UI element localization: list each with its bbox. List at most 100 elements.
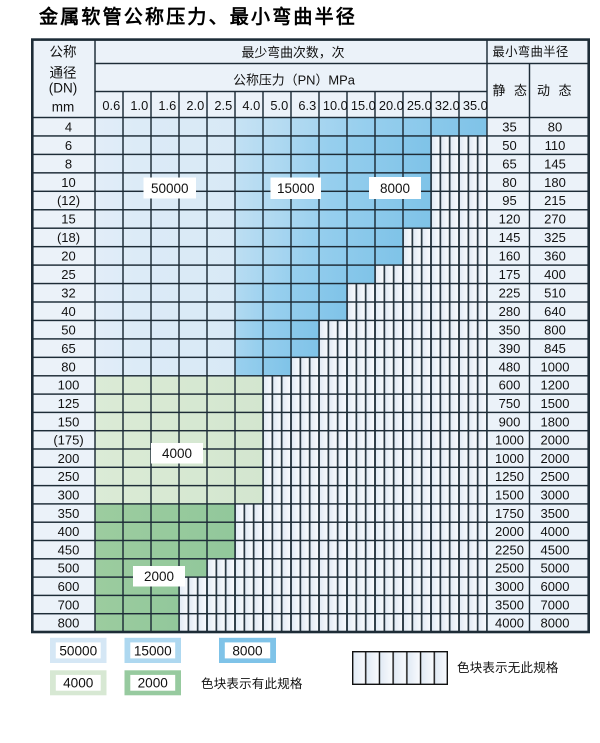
svg-text:静 态: 静 态 [492,83,529,98]
svg-text:80: 80 [61,359,75,374]
svg-text:最小弯曲半径: 最小弯曲半径 [492,44,568,59]
svg-text:270: 270 [544,212,566,227]
svg-text:4000: 4000 [541,524,570,539]
svg-text:500: 500 [58,561,80,576]
svg-text:10: 10 [61,175,75,190]
svg-text:50000: 50000 [59,643,97,658]
svg-text:25: 25 [61,267,75,282]
svg-text:1000: 1000 [495,433,524,448]
svg-text:15: 15 [61,212,75,227]
svg-text:800: 800 [544,322,566,337]
svg-text:2250: 2250 [495,542,524,557]
svg-text:3000: 3000 [541,487,570,502]
svg-text:2000: 2000 [541,451,570,466]
svg-text:mm: mm [52,100,75,115]
svg-text:15.0: 15.0 [351,98,376,113]
svg-text:20.0: 20.0 [379,98,404,113]
svg-text:金属软管公称压力、最小弯曲半径: 金属软管公称压力、最小弯曲半径 [38,5,357,28]
svg-text:510: 510 [544,285,566,300]
svg-text:80: 80 [502,175,516,190]
svg-text:280: 280 [499,304,521,319]
svg-text:(18): (18) [57,230,80,245]
svg-text:480: 480 [499,359,521,374]
svg-text:10.0: 10.0 [323,98,348,113]
svg-text:400: 400 [544,267,566,282]
svg-text:200: 200 [58,451,80,466]
svg-text:2.0: 2.0 [186,98,204,113]
svg-text:250: 250 [58,469,80,484]
svg-text:5.0: 5.0 [270,98,288,113]
svg-text:450: 450 [58,542,80,557]
svg-text:145: 145 [544,156,566,171]
svg-text:800: 800 [58,616,80,631]
svg-text:1800: 1800 [541,414,570,429]
svg-text:160: 160 [499,249,521,264]
svg-text:2500: 2500 [495,561,524,576]
svg-text:1500: 1500 [495,487,524,502]
svg-text:通径: 通径 [50,66,77,81]
svg-text:640: 640 [544,304,566,319]
svg-text:最少弯曲次数，次: 最少弯曲次数，次 [241,45,344,60]
svg-text:5000: 5000 [541,561,570,576]
svg-text:公称: 公称 [50,45,77,60]
svg-text:25.0: 25.0 [407,98,432,113]
svg-text:2000: 2000 [495,524,524,539]
svg-text:225: 225 [499,285,521,300]
svg-text:2000: 2000 [541,433,570,448]
svg-text:4000: 4000 [63,676,94,691]
svg-text:(12): (12) [57,193,80,208]
svg-text:65: 65 [502,156,516,171]
svg-text:7000: 7000 [541,597,570,612]
svg-text:1250: 1250 [495,469,524,484]
svg-text:公称压力（PN）MPa: 公称压力（PN）MPa [233,70,356,89]
svg-text:65: 65 [61,341,75,356]
svg-text:145: 145 [499,230,521,245]
svg-text:15000: 15000 [134,643,172,658]
svg-text:1.0: 1.0 [130,98,148,113]
svg-text:300: 300 [58,487,80,502]
svg-text:3500: 3500 [541,506,570,521]
svg-text:6000: 6000 [541,579,570,594]
svg-text:180: 180 [544,175,566,190]
svg-text:15000: 15000 [277,181,315,196]
svg-text:35: 35 [502,119,516,134]
svg-text:8000: 8000 [380,181,410,196]
svg-text:4000: 4000 [162,446,192,461]
svg-text:32.0: 32.0 [435,98,460,113]
svg-text:32: 32 [61,285,75,300]
svg-text:50: 50 [61,322,75,337]
svg-text:95: 95 [502,193,516,208]
svg-text:50000: 50000 [151,181,189,196]
svg-text:8000: 8000 [232,643,263,658]
svg-text:1500: 1500 [541,396,570,411]
svg-text:8: 8 [65,156,72,171]
svg-text:100: 100 [58,378,80,393]
svg-text:4000: 4000 [495,616,524,631]
svg-text:2.5: 2.5 [214,98,232,113]
svg-text:2000: 2000 [138,676,169,691]
svg-text:(DN): (DN) [49,81,78,96]
svg-text:40: 40 [61,304,75,319]
svg-text:175: 175 [499,267,521,282]
svg-text:350: 350 [499,322,521,337]
svg-text:1750: 1750 [495,506,524,521]
svg-text:120: 120 [499,212,521,227]
svg-text:色块表示有此规格: 色块表示有此规格 [201,676,303,691]
svg-text:750: 750 [499,396,521,411]
svg-text:325: 325 [544,230,566,245]
svg-text:350: 350 [58,506,80,521]
svg-text:20: 20 [61,249,75,264]
svg-text:900: 900 [499,414,521,429]
svg-text:2500: 2500 [541,469,570,484]
svg-text:215: 215 [544,193,566,208]
svg-text:700: 700 [58,597,80,612]
svg-text:4.0: 4.0 [242,98,260,113]
svg-text:(175): (175) [53,433,83,448]
svg-text:1200: 1200 [541,378,570,393]
svg-text:600: 600 [58,579,80,594]
svg-text:80: 80 [548,119,562,134]
svg-text:50: 50 [502,138,516,153]
svg-text:845: 845 [544,341,566,356]
svg-text:3000: 3000 [495,579,524,594]
svg-text:600: 600 [499,378,521,393]
